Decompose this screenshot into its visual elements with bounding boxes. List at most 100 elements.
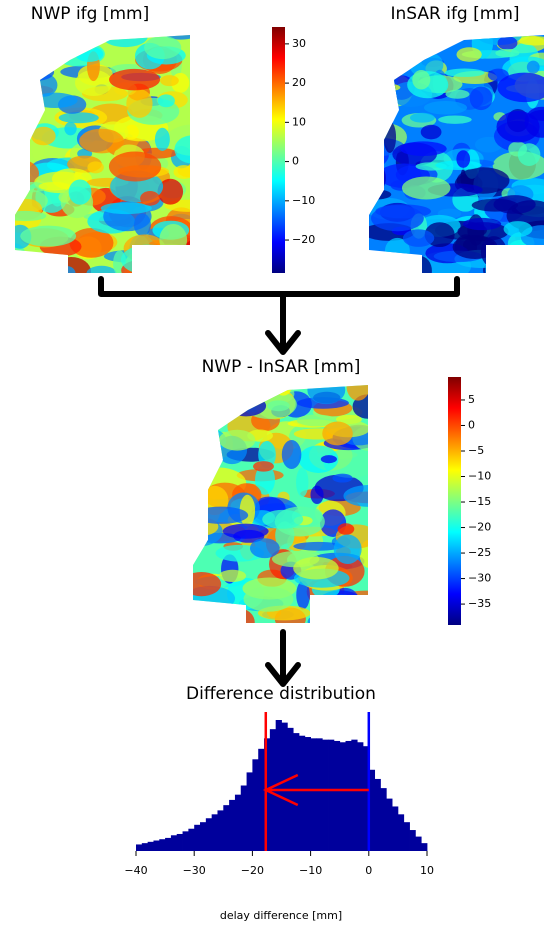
map-texture xyxy=(369,42,394,58)
map-texture xyxy=(218,569,247,582)
histogram-bar xyxy=(240,785,247,851)
map-texture xyxy=(296,414,337,427)
map-texture xyxy=(249,538,280,559)
histogram-bar xyxy=(141,843,149,851)
map-texture xyxy=(503,221,533,237)
histogram-bar xyxy=(205,818,213,851)
map-texture xyxy=(15,174,27,186)
map-texture xyxy=(533,262,544,273)
histogram-bar xyxy=(176,833,183,851)
colorbar-tick-label: −15 xyxy=(468,495,491,508)
histogram-bar xyxy=(188,828,195,851)
map-texture xyxy=(102,35,148,48)
histogram-bar xyxy=(298,735,306,851)
histogram-bar xyxy=(339,742,346,851)
map-texture xyxy=(15,69,44,84)
map-texture xyxy=(68,179,92,205)
histogram-bar xyxy=(246,772,253,851)
colorbar-tick-label: −20 xyxy=(292,233,315,246)
map-texture xyxy=(332,473,353,483)
map-texture xyxy=(274,385,292,396)
map-texture xyxy=(333,534,362,564)
histogram-bar xyxy=(136,844,143,851)
map-texture xyxy=(369,76,399,105)
histogram-bar xyxy=(368,769,376,851)
map-texture xyxy=(337,523,355,535)
map-texture xyxy=(343,485,368,507)
map xyxy=(15,35,190,273)
colorbar-tick-label: −25 xyxy=(468,546,491,559)
colorbar-tick-label: −5 xyxy=(468,444,484,457)
histogram-bar xyxy=(217,810,224,851)
map-texture xyxy=(226,395,267,417)
map-texture xyxy=(69,228,114,258)
x-tick-label: 0 xyxy=(365,864,372,877)
map-texture xyxy=(310,485,324,505)
map-texture xyxy=(497,72,544,103)
histogram-bar xyxy=(345,740,352,851)
colorbars: 30 20 10 0 −10 −20 5 0 −5 −10 −15 −20 −25 −30 −35 xyxy=(272,27,491,625)
map-texture xyxy=(223,386,266,407)
histogram-bar xyxy=(392,806,399,851)
map-texture xyxy=(371,205,424,232)
map-texture xyxy=(444,68,485,77)
map-texture xyxy=(208,613,233,623)
map-texture xyxy=(15,151,28,183)
histogram-bar xyxy=(182,831,189,851)
colorbar-tick-label: −10 xyxy=(292,194,315,207)
histogram-bar xyxy=(386,798,393,851)
map xyxy=(193,385,368,623)
map-texture xyxy=(15,264,38,273)
map-texture xyxy=(493,195,536,214)
histogram-bar xyxy=(351,739,358,851)
map-texture xyxy=(151,243,188,258)
map-texture xyxy=(15,35,24,44)
map-texture xyxy=(293,541,344,551)
map-texture xyxy=(218,429,256,451)
colorbar-tick-label: −10 xyxy=(468,470,491,483)
map-texture xyxy=(109,68,161,91)
map-texture xyxy=(462,217,502,231)
map-texture xyxy=(346,385,368,401)
map-texture xyxy=(497,36,518,50)
map-texture xyxy=(496,111,540,143)
histogram: −40 −30 −20 −10 0 10 xyxy=(124,712,434,877)
histogram-bar xyxy=(409,830,416,851)
map-texture xyxy=(399,141,447,157)
histogram-bar xyxy=(316,738,323,851)
map-texture xyxy=(193,453,222,467)
map-texture xyxy=(293,556,339,580)
map-texture xyxy=(336,604,368,620)
map-texture xyxy=(255,464,276,495)
histogram-bar xyxy=(322,739,329,851)
histogram-bar xyxy=(194,824,201,851)
map-texture xyxy=(352,394,368,419)
chart-title: Difference distribution xyxy=(186,684,376,704)
map-texture xyxy=(159,223,188,256)
map-texture xyxy=(20,225,77,247)
map-texture xyxy=(193,385,232,404)
histogram-bar xyxy=(258,748,265,851)
map-texture xyxy=(120,244,176,273)
map-texture xyxy=(495,258,534,273)
map-texture xyxy=(194,397,238,411)
map-texture xyxy=(15,139,30,156)
map-texture xyxy=(32,55,47,71)
map-texture xyxy=(369,51,405,74)
map-texture xyxy=(409,112,435,123)
map-texture xyxy=(157,178,184,205)
map-texture xyxy=(58,112,99,124)
map-texture xyxy=(75,69,113,96)
map-texture xyxy=(327,598,349,608)
x-tick-label: −10 xyxy=(299,864,322,877)
map-texture xyxy=(32,92,78,109)
map-texture xyxy=(445,89,470,99)
map-texture xyxy=(193,423,212,435)
map-texture xyxy=(296,467,309,497)
map-texture xyxy=(369,251,392,273)
map-texture xyxy=(281,439,302,470)
map-texture xyxy=(178,257,190,272)
map-texture xyxy=(143,259,164,269)
map-texture xyxy=(147,264,190,273)
map-texture xyxy=(518,36,544,46)
